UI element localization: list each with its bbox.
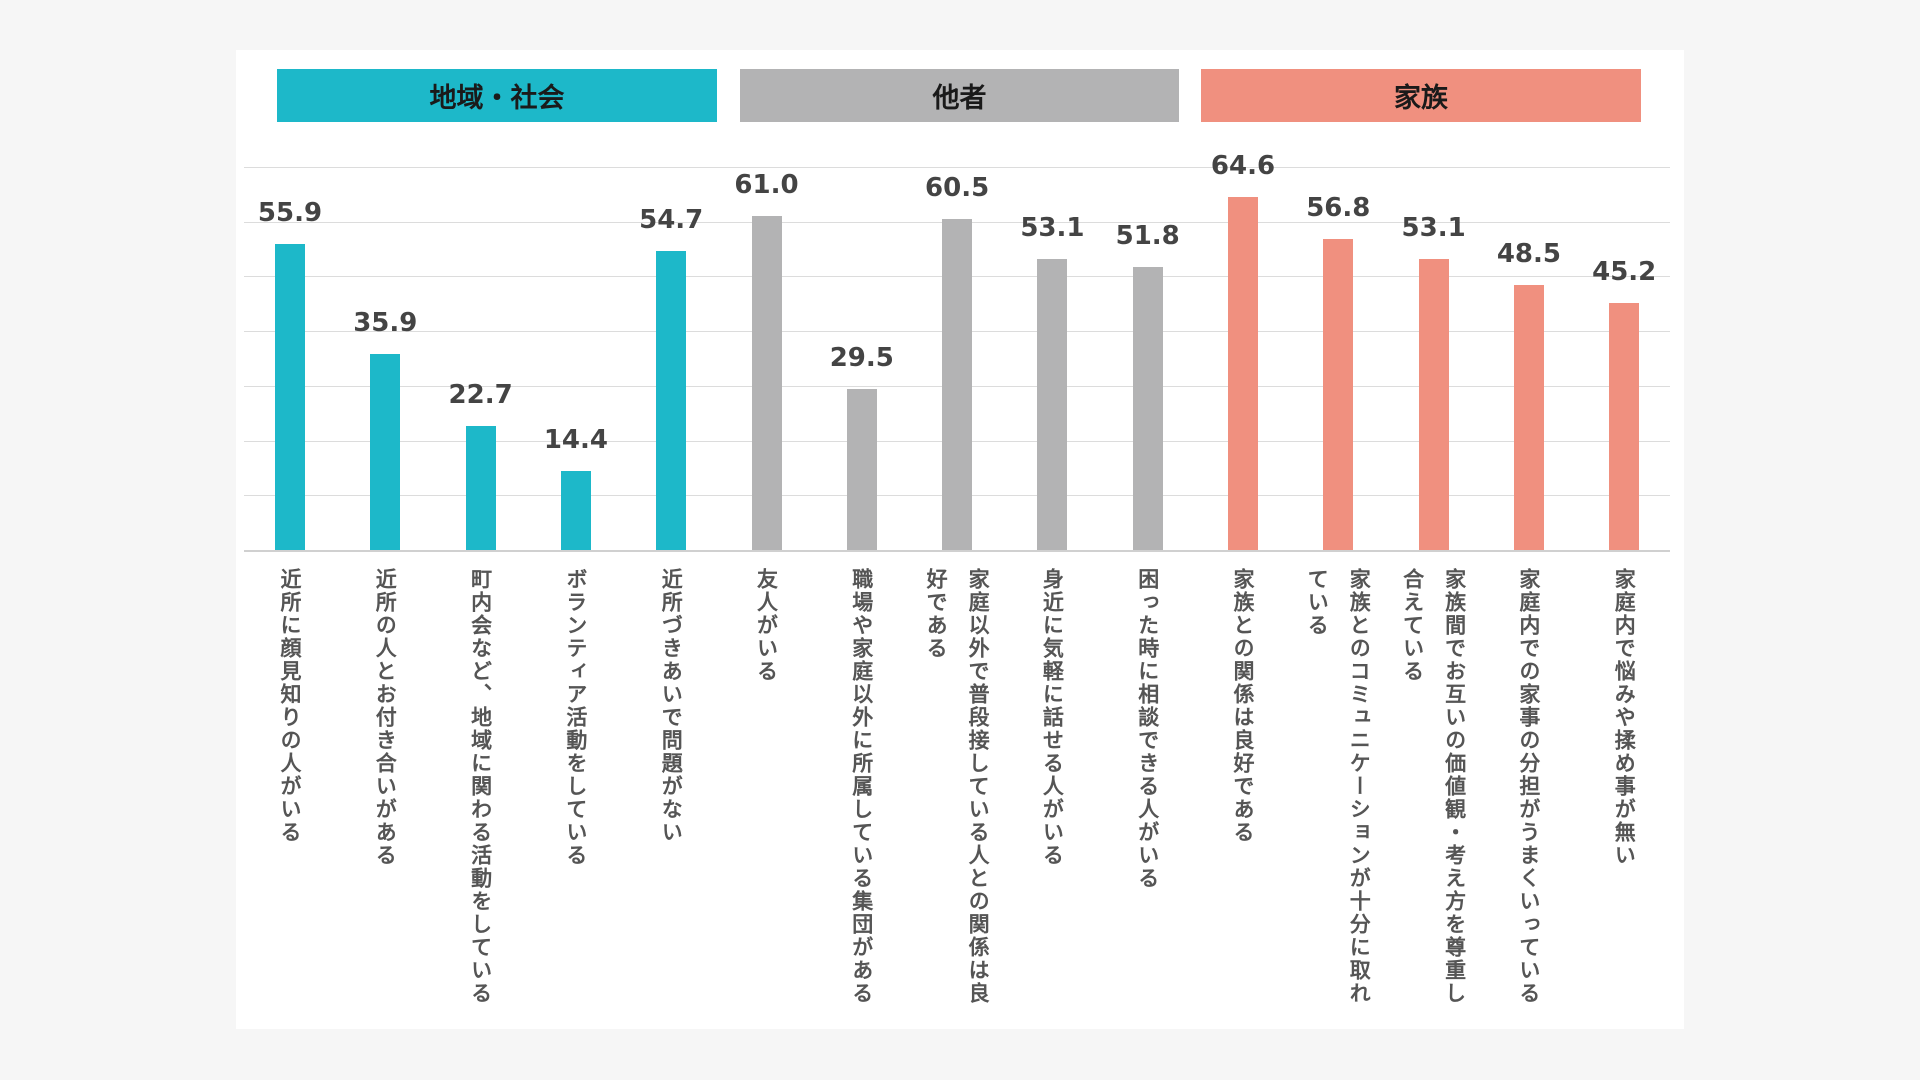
category-label: 近所の人とお付き合いがある: [364, 568, 406, 867]
bar: [656, 250, 687, 550]
category-label: ボランティア活動をしている: [555, 568, 597, 867]
category-label-line: 合えている: [1400, 568, 1425, 683]
data-label: 60.5: [925, 172, 990, 203]
bar: [465, 425, 496, 550]
x-axis-baseline: [244, 550, 1670, 552]
category-label: 身近に気軽に話せる人がいる: [1031, 568, 1073, 867]
group-header-family: 家族: [1201, 69, 1641, 122]
category-label: 家族とのコミュニケーションが十分に取れ ている: [1296, 568, 1380, 1005]
bar: [560, 471, 591, 550]
category-label: 友人がいる: [746, 568, 788, 683]
bar: [1609, 302, 1640, 550]
bar: [1132, 266, 1163, 550]
category-label: 近所に顔見知りの人がいる: [269, 568, 311, 844]
category-label: 家庭以外で普段接している人との関係は良 好である: [915, 568, 999, 1005]
category-label-line: 家庭内で悩みや揉め事が無い: [1612, 568, 1637, 867]
data-label: 53.1: [1020, 213, 1085, 244]
bar: [1513, 284, 1544, 550]
category-label-line: 近所に顔見知りの人がいる: [278, 568, 302, 844]
category-label: 職場や家庭以外に所属している集団がある: [841, 568, 883, 1005]
group-header-community: 地域・社会: [277, 69, 717, 122]
bar: [751, 216, 782, 550]
bar: [1037, 259, 1068, 550]
category-label-line: 友人がいる: [754, 568, 779, 683]
data-label: 48.5: [1496, 238, 1561, 269]
bar: [1418, 259, 1449, 550]
category-label-line: 家族とのコミュニケーションが十分に取れ: [1347, 568, 1372, 1005]
bar: [1228, 196, 1258, 550]
category-label-line: 好である: [924, 568, 949, 660]
data-label: 35.9: [353, 307, 418, 338]
category-label-line: ている: [1305, 568, 1330, 637]
data-label: 64.6: [1210, 150, 1276, 181]
category-label-line: ボランティア活動をしている: [563, 568, 588, 867]
category-label: 近所づきあいで問題がない: [650, 568, 692, 844]
category-label-line: 家族との関係は良好である: [1231, 568, 1255, 844]
category-label: 家族との関係は良好である: [1222, 568, 1264, 844]
bar: [1323, 239, 1354, 550]
category-label: 困った時に相談できる人がいる: [1127, 568, 1169, 890]
category-label-line: 家庭以外で普段接している人との関係は良: [966, 568, 991, 1005]
group-header-others: 他者: [740, 69, 1179, 122]
category-label: 家庭内での家事の分担がうまくいっている: [1508, 568, 1550, 1005]
category-label: 家族間でお互いの価値観・考え方を尊重し 合えている: [1392, 568, 1476, 1005]
data-label: 55.9: [257, 198, 323, 229]
bar: [370, 353, 401, 550]
category-label: 家庭内で悩みや揉め事が無い: [1603, 568, 1645, 867]
category-label-line: 職場や家庭以外に所属している集団がある: [849, 568, 874, 1005]
data-label: 54.7: [639, 204, 704, 235]
bar: [846, 388, 877, 550]
category-label-line: 家庭内での家事の分担がうまくいっている: [1516, 568, 1541, 1005]
category-label: 町内会など、地域に関わる活動をしている: [460, 568, 502, 1005]
bar: [275, 244, 305, 550]
data-label: 53.1: [1401, 213, 1466, 244]
bar: [942, 218, 973, 550]
category-label-line: 家族間でお互いの価値観・考え方を尊重し: [1442, 568, 1467, 1005]
gridline: [244, 167, 1670, 168]
category-label-line: 近所づきあいで問題がない: [659, 568, 684, 844]
data-label: 22.7: [448, 379, 513, 410]
data-label: 56.8: [1306, 193, 1371, 224]
data-label: 51.8: [1115, 220, 1180, 251]
category-label-line: 町内会など、地域に関わる活動をしている: [468, 568, 493, 1005]
category-label-line: 近所の人とお付き合いがある: [373, 568, 398, 867]
category-label-line: 身近に気軽に話せる人がいる: [1040, 568, 1065, 867]
data-label: 14.4: [543, 425, 608, 456]
data-label: 61.0: [734, 170, 799, 201]
category-label-line: 困った時に相談できる人がいる: [1135, 568, 1160, 890]
data-label: 45.2: [1592, 256, 1657, 287]
data-label: 29.5: [829, 342, 894, 373]
